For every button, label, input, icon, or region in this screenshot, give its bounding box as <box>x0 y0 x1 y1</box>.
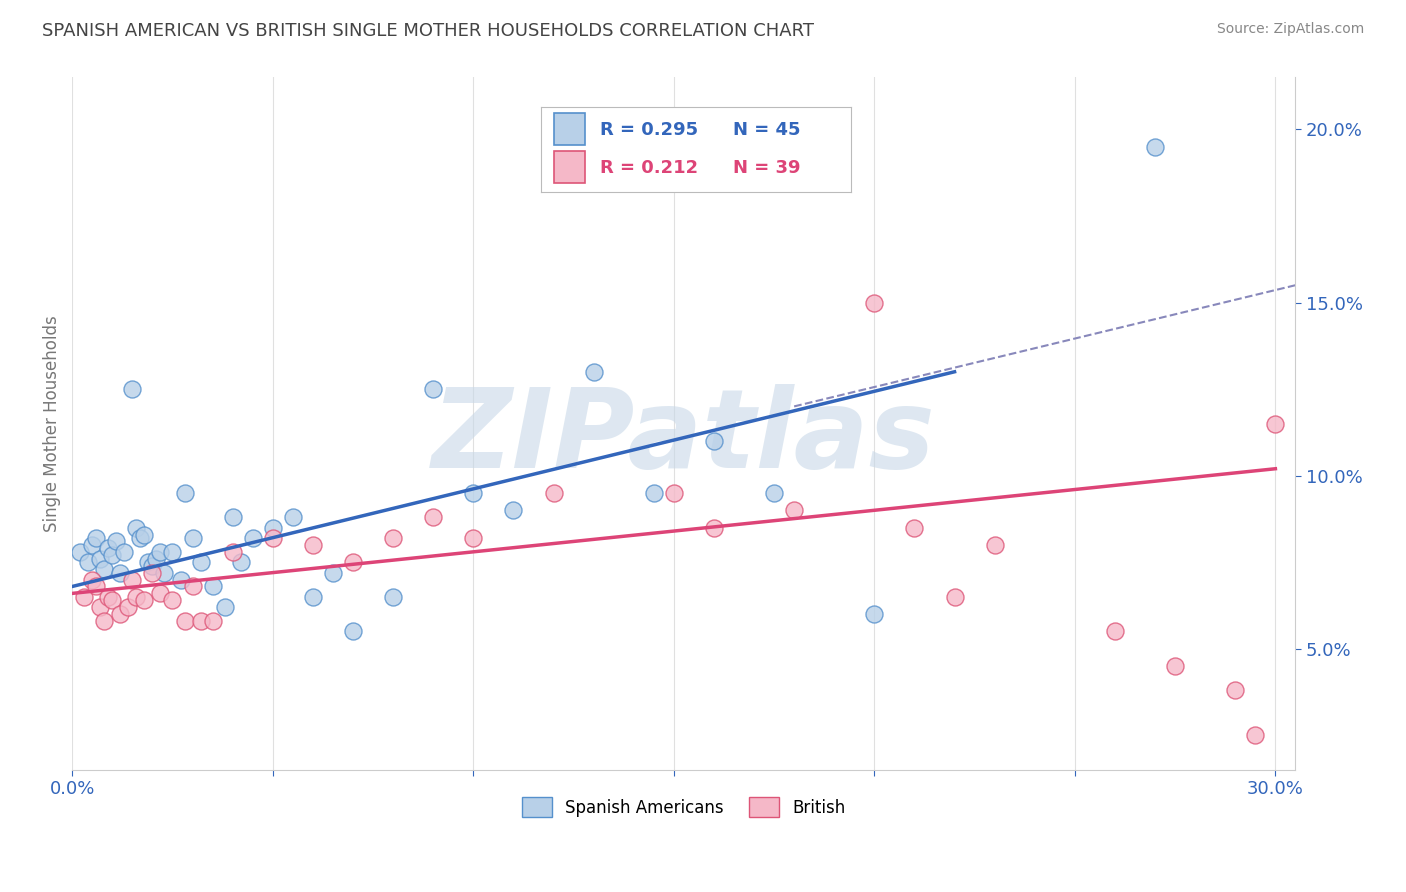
FancyBboxPatch shape <box>554 151 585 183</box>
Point <box>703 434 725 448</box>
Point <box>422 510 444 524</box>
Point <box>110 566 132 580</box>
Text: ZIPatlas: ZIPatlas <box>432 384 936 491</box>
Point <box>105 534 128 549</box>
Point <box>983 538 1005 552</box>
Point <box>190 614 212 628</box>
Point <box>89 551 111 566</box>
Point <box>149 545 172 559</box>
Point <box>190 555 212 569</box>
Point <box>662 486 685 500</box>
Text: Source: ZipAtlas.com: Source: ZipAtlas.com <box>1216 22 1364 37</box>
Point <box>903 520 925 534</box>
Point <box>153 566 176 580</box>
Legend: Spanish Americans, British: Spanish Americans, British <box>516 790 852 824</box>
Point <box>201 614 224 628</box>
Point <box>242 531 264 545</box>
Point <box>173 486 195 500</box>
Point <box>582 365 605 379</box>
Point <box>84 531 107 545</box>
Text: SPANISH AMERICAN VS BRITISH SINGLE MOTHER HOUSEHOLDS CORRELATION CHART: SPANISH AMERICAN VS BRITISH SINGLE MOTHE… <box>42 22 814 40</box>
Point <box>73 590 96 604</box>
Point <box>863 295 886 310</box>
Point <box>181 579 204 593</box>
Point <box>543 486 565 500</box>
Point <box>112 545 135 559</box>
Point <box>221 545 243 559</box>
Text: R = 0.212: R = 0.212 <box>600 159 699 177</box>
Point <box>302 590 325 604</box>
Point <box>1244 728 1267 742</box>
Point <box>201 579 224 593</box>
Point <box>129 531 152 545</box>
Point <box>302 538 325 552</box>
Point <box>1264 417 1286 431</box>
Point <box>322 566 344 580</box>
Point <box>84 579 107 593</box>
Point <box>77 555 100 569</box>
Point <box>181 531 204 545</box>
Point <box>134 593 156 607</box>
Point <box>162 545 184 559</box>
Point <box>69 545 91 559</box>
Point <box>703 520 725 534</box>
FancyBboxPatch shape <box>554 113 585 145</box>
Point <box>342 555 364 569</box>
Point <box>281 510 304 524</box>
Point <box>863 607 886 622</box>
Point <box>1104 624 1126 639</box>
Point <box>125 520 148 534</box>
Point <box>101 593 124 607</box>
Point <box>1164 659 1187 673</box>
Point <box>138 555 160 569</box>
Text: N = 45: N = 45 <box>733 121 800 139</box>
Point <box>125 590 148 604</box>
Point <box>110 607 132 622</box>
Point <box>382 531 405 545</box>
Text: R = 0.295: R = 0.295 <box>600 121 699 139</box>
Point <box>342 624 364 639</box>
Point <box>382 590 405 604</box>
Point <box>93 614 115 628</box>
Point <box>1225 683 1247 698</box>
Point <box>229 555 252 569</box>
Text: N = 39: N = 39 <box>733 159 800 177</box>
Point <box>463 531 485 545</box>
Point <box>943 590 966 604</box>
Point <box>162 593 184 607</box>
Point <box>89 600 111 615</box>
Point <box>82 573 104 587</box>
Point <box>783 503 806 517</box>
Point <box>1144 139 1167 153</box>
Point <box>121 382 143 396</box>
Point <box>101 549 124 563</box>
Point <box>141 566 163 580</box>
Point <box>97 590 120 604</box>
Point <box>141 558 163 573</box>
Point <box>502 503 524 517</box>
Point <box>221 510 243 524</box>
Point <box>262 531 284 545</box>
Point <box>422 382 444 396</box>
Point <box>262 520 284 534</box>
Point <box>93 562 115 576</box>
Point <box>149 586 172 600</box>
Point <box>463 486 485 500</box>
Point <box>134 527 156 541</box>
Y-axis label: Single Mother Households: Single Mother Households <box>44 316 60 533</box>
Point <box>145 551 167 566</box>
Point <box>97 541 120 556</box>
Point <box>117 600 139 615</box>
Point <box>169 573 191 587</box>
Point <box>121 573 143 587</box>
Point <box>643 486 665 500</box>
Point <box>763 486 786 500</box>
Point <box>173 614 195 628</box>
Point <box>82 538 104 552</box>
Point <box>214 600 236 615</box>
